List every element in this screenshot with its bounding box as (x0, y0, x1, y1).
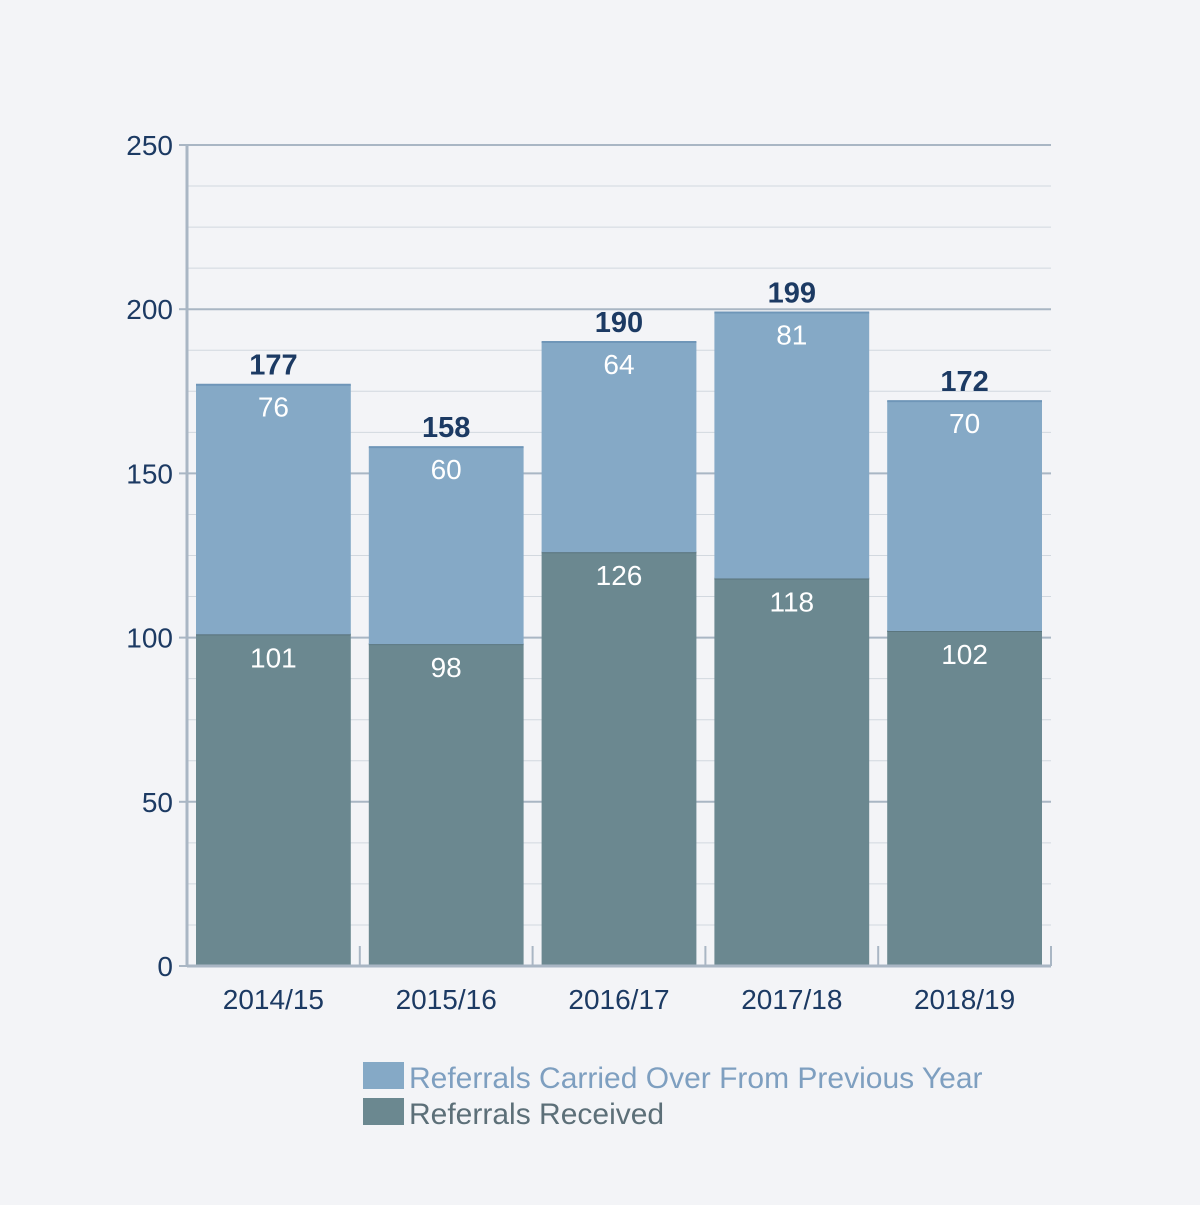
y-tick-label: 50 (142, 787, 173, 818)
bar-referrals-carried-over[interactable] (887, 401, 1042, 632)
data-label-total: 199 (768, 277, 816, 309)
bar-referrals-carried-over[interactable] (541, 342, 697, 553)
legend-label: Referrals Carried Over From Previous Yea… (409, 1062, 983, 1095)
data-label-carried-over: 60 (431, 454, 462, 485)
data-label-received: 118 (769, 586, 814, 617)
data-label-carried-over: 70 (949, 408, 980, 439)
x-tick-label: 2018/19 (914, 984, 1015, 1015)
bar-referrals-received[interactable] (714, 578, 870, 966)
y-tick-label: 100 (126, 623, 173, 654)
bar-referrals-received[interactable] (196, 634, 351, 966)
x-tick-label: 2017/18 (741, 984, 842, 1015)
y-tick-label: 0 (157, 951, 173, 982)
x-tick-label: 2015/16 (396, 984, 497, 1015)
bar-referrals-carried-over[interactable] (714, 312, 870, 579)
legend-swatch (363, 1098, 404, 1125)
data-label-total: 177 (249, 350, 297, 382)
legend-swatch (363, 1062, 404, 1089)
data-label-carried-over: 76 (258, 392, 289, 423)
y-tick-label: 200 (126, 294, 173, 325)
data-label-carried-over: 81 (776, 319, 807, 350)
data-label-total: 158 (422, 412, 470, 444)
data-label-carried-over: 64 (603, 349, 634, 380)
bar-referrals-received[interactable] (887, 631, 1042, 966)
bar-referrals-received[interactable] (541, 552, 697, 966)
data-label-received: 126 (596, 560, 643, 591)
y-tick-label: 150 (126, 458, 173, 489)
data-label-total: 190 (595, 307, 643, 339)
x-tick-label: 2016/17 (568, 984, 669, 1015)
bar-referrals-carried-over[interactable] (196, 384, 351, 635)
y-tick-label: 250 (126, 130, 173, 161)
data-label-received: 102 (941, 639, 988, 670)
bar-referrals-carried-over[interactable] (368, 447, 524, 645)
x-tick-label: 2014/15 (223, 984, 324, 1015)
bar-referrals-received[interactable] (368, 644, 524, 966)
data-label-total: 172 (940, 366, 988, 398)
data-label-received: 98 (431, 652, 462, 683)
data-label-received: 101 (250, 642, 297, 673)
legend-label: Referrals Received (409, 1098, 664, 1131)
